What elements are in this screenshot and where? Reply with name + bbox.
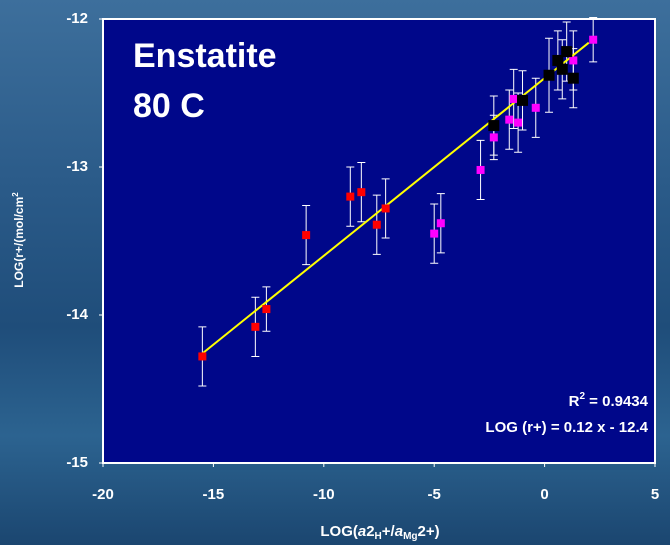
- point: [517, 94, 529, 106]
- chart-subtitle: 80 C: [133, 87, 205, 125]
- marks: [198, 17, 598, 387]
- point: [436, 219, 445, 228]
- trendline: [201, 41, 590, 355]
- point: [514, 118, 523, 127]
- point: [198, 352, 207, 361]
- x-tick-label: -10: [313, 486, 335, 503]
- point: [569, 56, 578, 65]
- r2-sup: 2: [579, 391, 585, 402]
- point: [543, 69, 555, 81]
- point: [567, 72, 579, 84]
- xlabel-part: 2+): [418, 523, 440, 540]
- point: [476, 165, 485, 174]
- point: [509, 94, 518, 103]
- point: [262, 305, 271, 314]
- point: [531, 103, 540, 112]
- x-tick-label: 5: [651, 486, 659, 503]
- xlabel-part: a: [358, 523, 366, 540]
- y-tick-label: -15: [66, 454, 88, 471]
- point: [357, 188, 366, 197]
- point: [372, 220, 381, 229]
- point: [552, 54, 564, 66]
- point: [302, 231, 311, 240]
- chart-title: Enstatite: [133, 37, 277, 75]
- y-tick-label: -12: [66, 10, 88, 27]
- point: [589, 35, 598, 44]
- xlabel-part: H: [375, 531, 382, 542]
- xlabel-part: Mg: [403, 531, 417, 542]
- xlabel-part: LOG(: [320, 523, 358, 540]
- x-axis-label: LOG(a2H+/aMg2+): [320, 523, 439, 542]
- point: [430, 229, 439, 238]
- r2-annotation: R2 = 0.9434: [569, 391, 649, 410]
- equation: LOG (r+) = 0.12 x - 12.4: [485, 419, 648, 436]
- xlabel-part: a: [395, 523, 403, 540]
- plot-area: [102, 18, 656, 464]
- r2-value: = 0.9434: [585, 393, 649, 410]
- point: [505, 115, 514, 124]
- point: [251, 322, 260, 331]
- xlabel-part: +/: [382, 523, 396, 540]
- x-tick-label: -15: [203, 486, 225, 503]
- y-axis-label: LOG(r+/(mol/cm2: [11, 192, 26, 288]
- point: [561, 46, 573, 58]
- point: [488, 120, 500, 132]
- xlabel-part: 2: [366, 523, 374, 540]
- y-tick-label: -14: [66, 306, 88, 323]
- x-tick-label: 0: [540, 486, 548, 503]
- x-tick-label: -5: [428, 486, 441, 503]
- ylabel-part: 2: [11, 192, 20, 197]
- ylabel-part: LOG(r+/(mol/cm: [12, 197, 26, 288]
- y-tick-label: -13: [66, 158, 88, 175]
- point: [489, 133, 498, 142]
- point: [381, 204, 390, 213]
- x-tick-label: -20: [92, 486, 114, 503]
- point: [346, 192, 355, 201]
- point: [556, 63, 568, 75]
- r2-text: R: [569, 393, 580, 410]
